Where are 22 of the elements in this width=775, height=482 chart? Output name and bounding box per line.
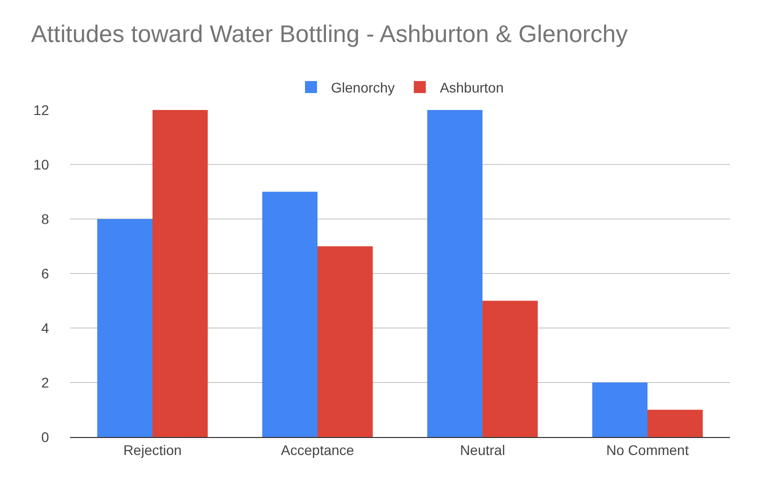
- x-tick-label: No Comment: [606, 442, 689, 458]
- bar: [482, 300, 538, 437]
- x-tick-label: Rejection: [123, 442, 182, 458]
- y-tick-label: 0: [41, 428, 50, 445]
- bar: [152, 110, 208, 437]
- bar: [648, 410, 703, 437]
- bar: [97, 219, 152, 437]
- y-tick-label: 8: [41, 210, 50, 227]
- chart-title: Attitudes toward Water Bottling - Ashburton & Glenorchy: [31, 21, 628, 48]
- x-tick-label: Acceptance: [280, 442, 354, 458]
- bar: [592, 382, 648, 437]
- legend-label: Glenorchy: [331, 80, 395, 96]
- x-tick-label: Neutral: [460, 442, 506, 458]
- y-tick-label: 12: [33, 102, 50, 118]
- y-tick-label: 2: [41, 374, 50, 390]
- y-tick-label: 6: [41, 265, 50, 282]
- bar: [262, 192, 318, 437]
- y-tick-label: 4: [41, 320, 50, 336]
- y-tick-label: 10: [33, 156, 50, 172]
- bar: [318, 246, 373, 437]
- legend-label: Ashburton: [440, 80, 504, 96]
- bar: [427, 110, 482, 437]
